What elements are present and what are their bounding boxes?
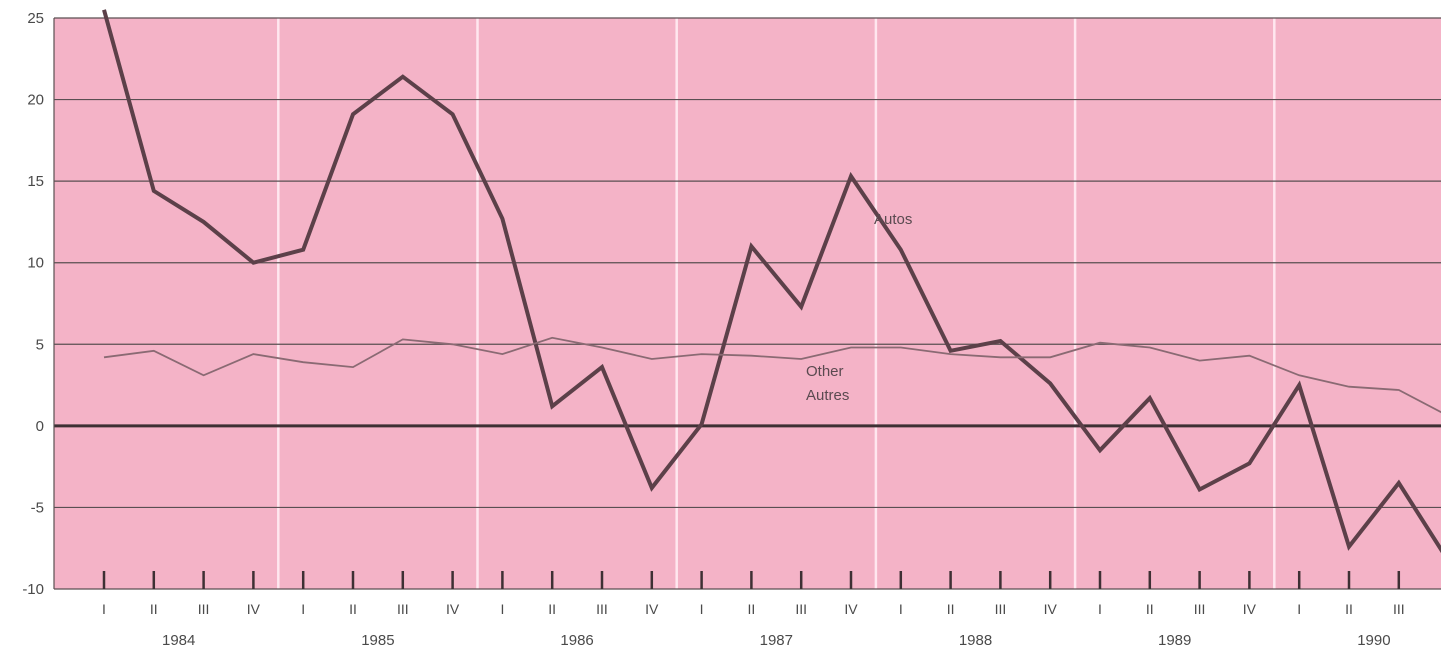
x-tick-label: I xyxy=(301,601,305,617)
y-tick-label: -5 xyxy=(31,499,44,516)
x-tick-label: III xyxy=(397,601,409,617)
x-year-label: 1986 xyxy=(560,632,593,649)
x-tick-label: IV xyxy=(446,601,460,617)
x-year-label: 1987 xyxy=(760,632,793,649)
x-tick-label: III xyxy=(995,601,1007,617)
x-tick-label: II xyxy=(150,601,158,617)
y-tick-label: 0 xyxy=(36,418,44,435)
x-tick-label: II xyxy=(1345,601,1353,617)
annotation-other: Other xyxy=(806,363,844,380)
year-dividers xyxy=(277,18,1276,589)
annotation-autos: Autos xyxy=(874,211,912,228)
y-tick-label: -10 xyxy=(22,581,44,598)
x-tick-label: IV xyxy=(1243,601,1257,617)
y-tick-label: 5 xyxy=(36,336,44,353)
y-axis-labels: 25 20 15 10 5 0 -5 -10 xyxy=(22,10,44,598)
x-tick-label: III xyxy=(596,601,608,617)
x-tick-label: IV xyxy=(844,601,858,617)
x-tick-label: IV xyxy=(645,601,659,617)
x-year-label: 1990 xyxy=(1357,632,1390,649)
x-tick-label: II xyxy=(349,601,357,617)
series-lines xyxy=(102,9,1441,554)
x-tick-label: IV xyxy=(247,601,261,617)
y-tick-label: 20 xyxy=(27,92,44,109)
x-tick-label: III xyxy=(198,601,210,617)
x-tick-label: II xyxy=(947,601,955,617)
x-tick-label: I xyxy=(1098,601,1102,617)
x-tick-label: III xyxy=(1194,601,1206,617)
plot-background xyxy=(54,18,1441,589)
x-year-label: 1988 xyxy=(959,632,992,649)
x-tick-label: I xyxy=(899,601,903,617)
x-tick-label: I xyxy=(102,601,106,617)
y-tick-label: 10 xyxy=(27,255,44,272)
series-line-other xyxy=(103,336,1441,414)
y-tick-label: 15 xyxy=(27,173,44,190)
annotation-autres: Autres xyxy=(806,387,849,404)
x-tick-label: II xyxy=(548,601,556,617)
annotations: Autos Other Autres xyxy=(806,211,912,404)
x-year-label: 1989 xyxy=(1158,632,1191,649)
x-tick-label: I xyxy=(500,601,504,617)
x-axis-labels: I II III IV I II III IV I II III IV I II III IV I II III IV… xyxy=(102,601,1405,649)
x-year-label: 1985 xyxy=(361,632,394,649)
x-tick-label: I xyxy=(1297,601,1301,617)
x-tick-label: III xyxy=(795,601,807,617)
x-tick-marks xyxy=(102,571,1401,589)
x-year-label: 1984 xyxy=(162,632,195,649)
x-tick-label: IV xyxy=(1044,601,1058,617)
series-line-autos xyxy=(102,9,1441,554)
x-tick-label: I xyxy=(700,601,704,617)
gridlines xyxy=(53,17,1441,590)
x-tick-label: II xyxy=(748,601,756,617)
x-tick-label: III xyxy=(1393,601,1405,617)
y-tick-label: 25 xyxy=(27,10,44,27)
x-tick-label: II xyxy=(1146,601,1154,617)
